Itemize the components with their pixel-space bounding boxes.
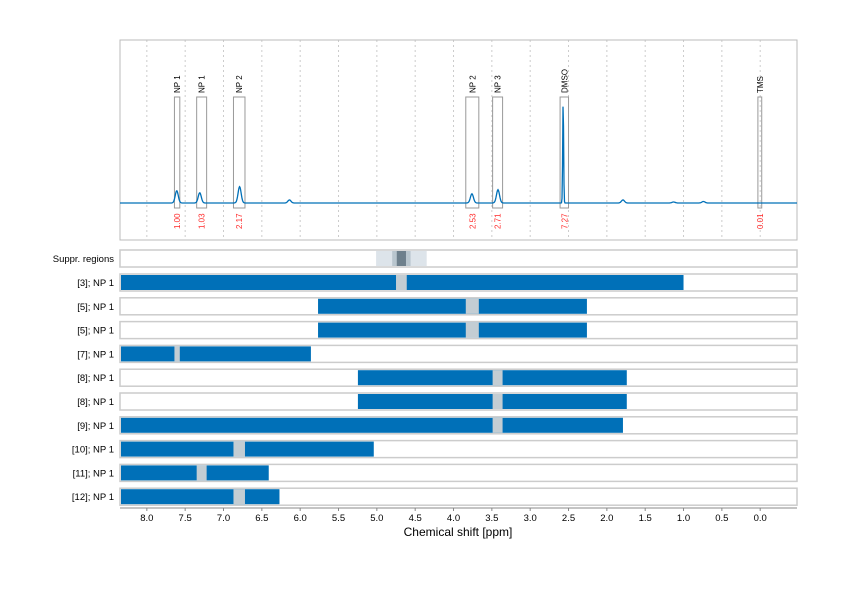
row-label: [11]; NP 1 [73,468,114,479]
row-label: [5]; NP 1 [77,302,114,313]
tick-label: 3.5 [485,513,498,524]
region-label: NP 1 [173,75,182,93]
tick-label: 2.5 [562,513,575,524]
range-gap [396,275,407,290]
range-gap [196,465,207,481]
row-frame [119,487,798,506]
tick-label: 3.0 [524,513,537,524]
region-label: DMSO [560,69,569,93]
tick-label: 2.0 [600,513,613,524]
region-box [559,96,570,209]
integral-value: 1.00 [173,213,182,229]
range-gap [174,346,180,362]
range-gap [233,441,245,457]
tick-label: 4.5 [409,513,422,524]
region-box [196,96,208,209]
regions: NP 1 1.00 NP 1 1.03 NP 2 2.17 NP 2 2.53 NP 3 2.71… [173,69,765,229]
range-gap [492,370,503,386]
integral-value: 0.01 [756,213,765,229]
row-label: [7]; NP 1 [77,349,114,360]
region-label: NP 2 [235,75,244,93]
row-label: [9]; NP 1 [77,421,114,432]
tick-label: 1.0 [677,513,690,524]
region-box [465,96,480,209]
region-box [173,96,181,209]
spectrum-panel [119,39,798,241]
spectrum-line [120,106,797,204]
range-gap [465,298,479,314]
tick-label: 0.5 [715,513,728,524]
range-bar [121,489,280,505]
suppressed-band [396,251,406,266]
range-bar [121,346,311,362]
integral-value: 2.53 [468,213,477,229]
row-label: [12]; NP 1 [72,492,114,503]
row-frame [119,249,798,268]
tick-label: 6.5 [255,513,268,524]
tick-label: 4.0 [447,513,460,524]
integral-value: 1.03 [198,213,207,229]
region-box [492,96,504,209]
range-rows: Suppr. regions [3]; NP 1 [5]; NP 1 [5]; NP … [53,249,798,506]
region-label: NP 2 [468,75,477,93]
row-frame [119,463,798,483]
tick-label: 5.0 [370,513,383,524]
x-axis-label: Chemical shift [ppm] [404,525,513,539]
range-gap [465,322,479,338]
x-axis: 8.0 7.5 7.0 6.5 6.0 5.5 5.0 4.5 4.0 3.5 3.0 2.5 2.0 1… [120,507,797,524]
integral-value: 2.71 [494,213,503,229]
integral-value: 7.27 [560,213,569,229]
tick-label: 6.0 [294,513,307,524]
tick-label: 7.5 [179,513,192,524]
tick-label: 5.5 [332,513,345,524]
region-box [232,96,246,209]
range-bar [318,298,587,314]
range-bar [357,394,627,409]
range-bar [318,322,587,338]
row-label: [8]; NP 1 [77,373,114,384]
range-gap [233,489,245,505]
region-label: NP 1 [198,75,207,93]
range-gap [492,394,503,409]
range-bar [121,441,374,457]
tick-label: 0.0 [754,513,767,524]
region-box [757,96,763,209]
row-label: [10]; NP 1 [72,445,114,456]
row-label: [8]; NP 1 [77,397,114,408]
row-label: Suppr. regions [53,254,115,265]
grid [146,40,761,240]
range-bar [121,465,269,481]
tick-label: 7.0 [217,513,230,524]
range-gap [492,417,503,433]
region-label: NP 3 [494,75,503,93]
region-label: TMS [756,76,765,93]
row-label: [5]; NP 1 [77,326,114,337]
range-bar [121,417,623,433]
range-bar [357,370,627,386]
integral-value: 2.17 [235,213,244,229]
row-label: [3]; NP 1 [77,278,114,289]
tick-label: 1.5 [639,513,652,524]
tick-label: 8.0 [140,513,153,524]
